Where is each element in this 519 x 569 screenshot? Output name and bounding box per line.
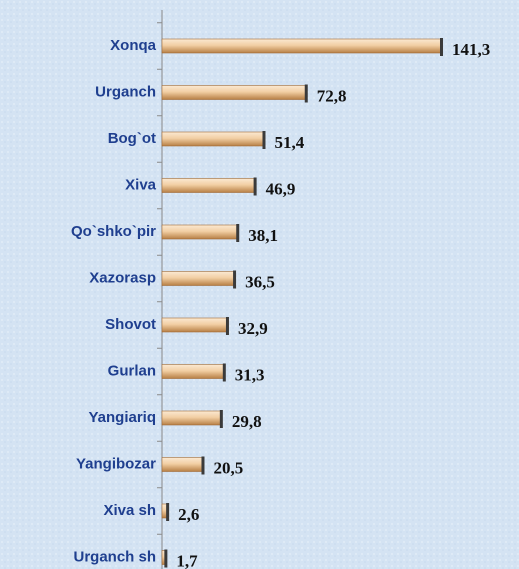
bar-end [201,456,205,475]
bar-end [219,410,223,428]
value-label: 31,3 [235,365,265,384]
bar [161,224,238,240]
bar-end [253,177,257,196]
value-label: 36,5 [245,272,275,291]
category-label: Xonqa [110,37,156,54]
value-label: 46,9 [266,179,296,198]
value-label: 51,4 [274,133,304,152]
bar [161,317,228,333]
bar [161,271,235,286]
bar-end [262,131,266,149]
value-label: 72,8 [317,86,347,105]
category-label: Gurlan [108,362,156,379]
bar-end [166,503,170,521]
value-label: 38,1 [248,226,278,245]
category-label: Urganch sh [73,548,156,565]
bar [161,457,203,472]
bar-end [225,317,229,335]
bar-end [236,224,240,242]
bar-end [440,38,443,56]
category-label: Xazorasp [89,269,156,286]
value-label: 2,6 [178,505,199,524]
bar-end [222,363,226,382]
value-label: 141,3 [452,40,490,59]
bar [161,85,307,100]
value-label: 32,9 [238,319,268,338]
bar [161,38,442,54]
value-label: 29,8 [232,412,262,431]
category-label: Xiva sh [103,502,156,519]
category-label: Bog`ot [108,130,156,147]
category-label: Xiva [125,176,157,193]
category-label: Qo`shko`pir [71,223,156,240]
category-label: Urganch [95,83,156,100]
bar-end [164,549,168,568]
category-label: Yangibozar [76,455,156,472]
category-label: Yangiariq [88,409,156,426]
bar [161,131,264,147]
value-label: 20,5 [213,458,243,477]
bar [161,178,255,193]
category-label: Shovot [105,316,156,333]
bar-end [304,84,308,103]
bar-end [233,270,237,289]
bar [161,410,222,426]
bar [161,364,225,379]
value-label: 1,7 [176,551,198,569]
